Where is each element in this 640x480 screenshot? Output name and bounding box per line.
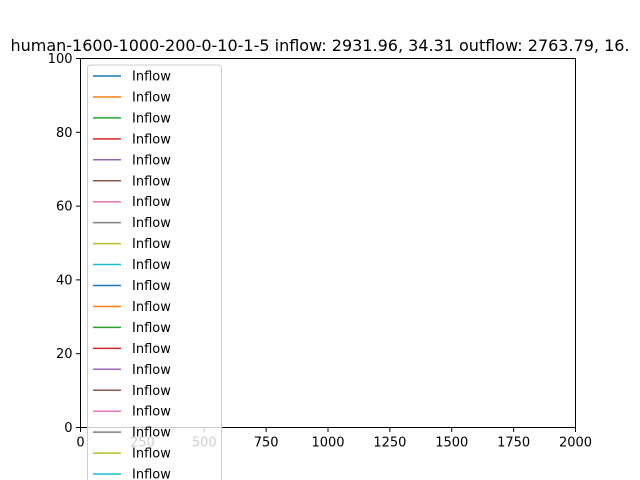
legend-label: Inflow [132,468,171,480]
legend-label: Inflow [132,195,171,210]
legend-label: Inflow [132,153,171,168]
x-tick-label: 1750 [497,436,530,451]
x-tick-label: 2000 [559,436,592,451]
x-tick-label: 1250 [373,436,406,451]
y-tick-label: 60 [56,200,73,215]
legend-label: Inflow [132,174,171,189]
legend-label: Inflow [132,426,171,441]
legend-label: Inflow [132,321,171,336]
legend-label: Inflow [132,342,171,357]
y-tick-label: 100 [48,52,73,67]
legend-label: Inflow [132,279,171,294]
legend-label: Inflow [132,447,171,462]
legend-label: Inflow [132,90,171,105]
y-tick-label: 80 [56,126,73,141]
legend-label: Inflow [132,111,171,126]
legend-label: Inflow [132,237,171,252]
legend-label: Inflow [132,300,171,315]
legend-box [87,64,222,480]
y-tick-label: 40 [56,273,73,288]
legend-label: Inflow [132,363,171,378]
plot-frame [80,58,576,428]
legend-label: Inflow [132,405,171,420]
legend-label: Inflow [132,384,171,399]
x-tick-label: 0 [76,436,84,451]
y-tick-label: 20 [56,347,73,362]
x-tick-label: 1000 [311,436,344,451]
legend-label: Inflow [132,70,171,85]
x-tick-label: 750 [254,436,279,451]
y-axis: 0 20 40 60 80 100 [48,52,81,436]
x-tick-label: 1500 [435,436,468,451]
y-tick-label: 0 [64,421,72,436]
legend: Inflow Inflow Inflow Inflow Inflow Inflow Infl… [87,64,222,480]
legend-label: Inflow [132,258,171,273]
chart-title: human-1600-1000-200-0-10-1-5 inflow: 293… [10,36,629,55]
legend-label: Inflow [132,216,171,231]
legend-label: Inflow [132,132,171,147]
